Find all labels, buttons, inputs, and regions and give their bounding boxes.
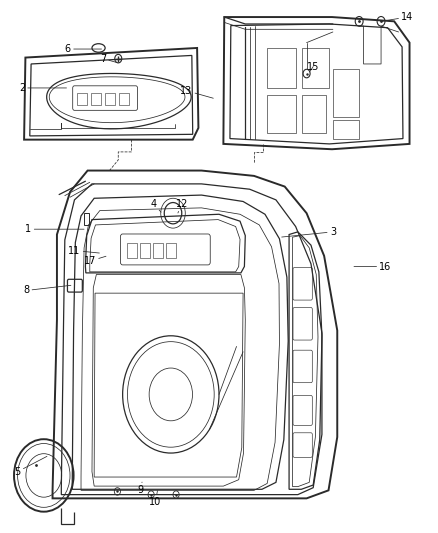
Bar [91, 93, 101, 105]
Bar [302, 95, 326, 133]
Text: 7: 7 [100, 54, 117, 63]
Text: 8: 8 [23, 285, 71, 295]
Bar [127, 243, 137, 258]
Text: 14: 14 [382, 12, 413, 22]
Bar [153, 243, 163, 258]
Text: 17: 17 [84, 256, 106, 266]
Text: 10: 10 [149, 491, 162, 507]
Text: 13: 13 [180, 86, 213, 98]
Text: 16: 16 [354, 262, 392, 271]
Text: 3: 3 [282, 227, 336, 237]
Bar [267, 95, 296, 133]
Bar [166, 243, 176, 258]
Text: 11: 11 [68, 246, 99, 255]
Bar [333, 120, 359, 139]
Text: 2: 2 [19, 83, 67, 93]
Bar [333, 69, 359, 117]
Bar [267, 48, 296, 88]
Text: 1: 1 [25, 224, 84, 234]
Text: 12: 12 [176, 199, 188, 213]
Bar [302, 48, 328, 88]
Bar [77, 93, 87, 105]
Text: 5: 5 [14, 456, 47, 477]
Bar [140, 243, 150, 258]
Text: 15: 15 [307, 62, 319, 72]
Text: 6: 6 [65, 44, 102, 54]
Bar [84, 213, 89, 225]
Text: 9: 9 [137, 482, 143, 495]
Bar [119, 93, 129, 105]
Bar [105, 93, 115, 105]
Text: 4: 4 [150, 199, 161, 212]
